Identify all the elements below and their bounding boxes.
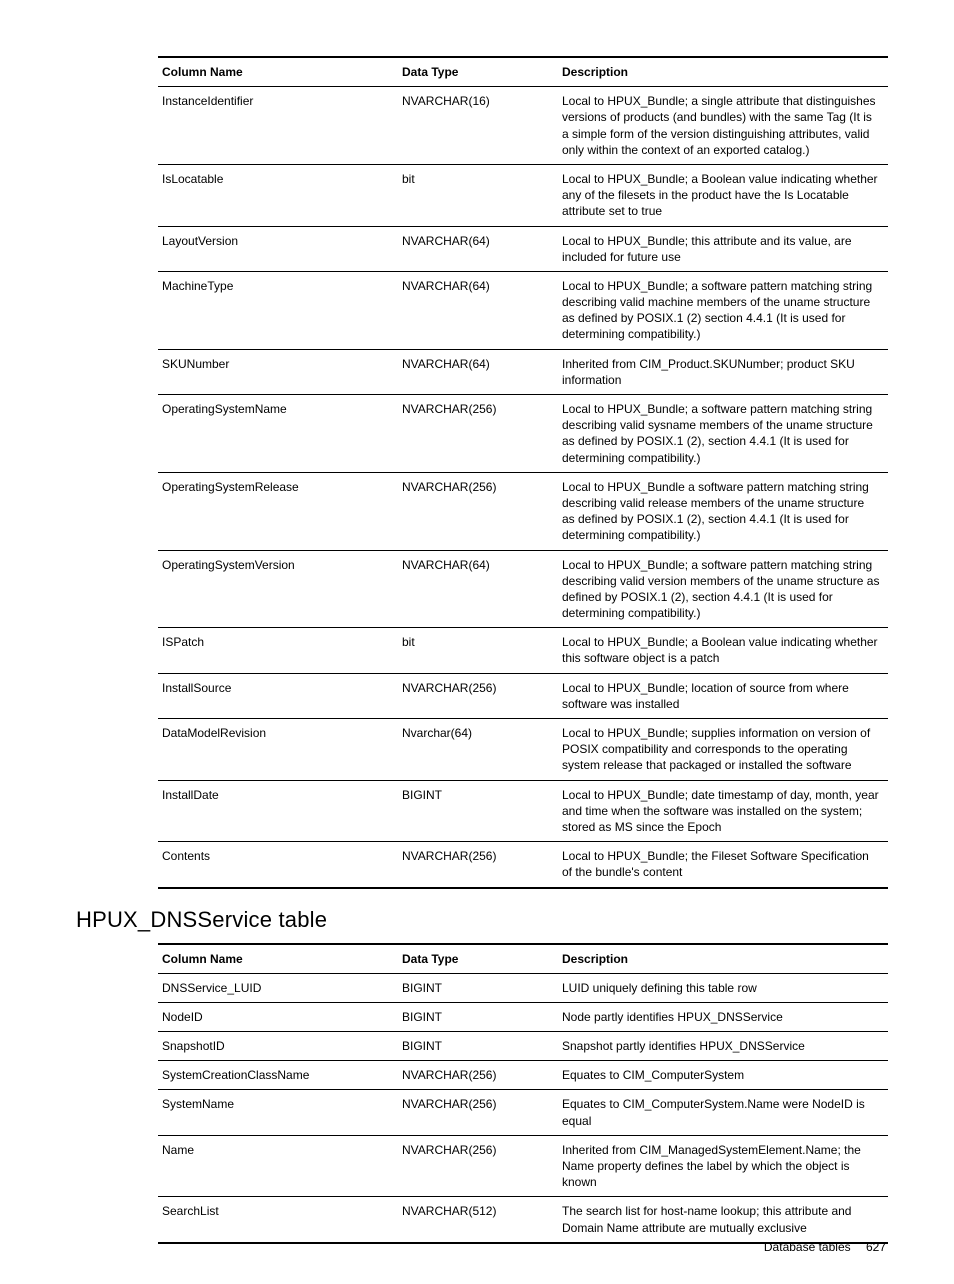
column-header: Column Name [158,944,398,974]
data-type-cell: BIGINT [398,1032,558,1061]
description-cell: Snapshot partly identifies HPUX_DNSServi… [558,1032,888,1061]
data-type-cell: NVARCHAR(16) [398,87,558,165]
table-row: IsLocatablebitLocal to HPUX_Bundle; a Bo… [158,164,888,226]
table-row: OperatingSystemNameNVARCHAR(256)Local to… [158,395,888,473]
table-row: DataModelRevisionNvarchar(64)Local to HP… [158,719,888,781]
data-type-cell: BIGINT [398,780,558,842]
table-row: ISPatchbitLocal to HPUX_Bundle; a Boolea… [158,628,888,673]
table-row: SearchListNVARCHAR(512)The search list f… [158,1197,888,1243]
data-type-cell: NVARCHAR(64) [398,550,558,628]
table-row: SystemCreationClassNameNVARCHAR(256)Equa… [158,1061,888,1090]
table-row: OperatingSystemReleaseNVARCHAR(256)Local… [158,472,888,550]
column-name-cell: MachineType [158,271,398,349]
column-name-cell: OperatingSystemName [158,395,398,473]
data-type-cell: BIGINT [398,1002,558,1031]
table-row: InstallDateBIGINTLocal to HPUX_Bundle; d… [158,780,888,842]
table-row: SnapshotIDBIGINTSnapshot partly identifi… [158,1032,888,1061]
footer-label: Database tables [764,1240,851,1254]
schema-table: Column NameData TypeDescriptionInstanceI… [158,56,888,889]
data-type-cell: NVARCHAR(256) [398,1061,558,1090]
description-cell: Local to HPUX_Bundle; supplies informati… [558,719,888,781]
description-cell: Local to HPUX_Bundle; a Boolean value in… [558,628,888,673]
data-type-cell: NVARCHAR(256) [398,395,558,473]
column-name-cell: IsLocatable [158,164,398,226]
description-cell: Node partly identifies HPUX_DNSService [558,1002,888,1031]
description-cell: Local to HPUX_Bundle; the Fileset Softwa… [558,842,888,888]
column-name-cell: LayoutVersion [158,226,398,271]
description-cell: Local to HPUX_Bundle; a single attribute… [558,87,888,165]
column-name-cell: DNSService_LUID [158,973,398,1002]
table-row: NodeIDBIGINTNode partly identifies HPUX_… [158,1002,888,1031]
column-header: Column Name [158,57,398,87]
description-cell: Inherited from CIM_Product.SKUNumber; pr… [558,349,888,394]
description-cell: Inherited from CIM_ManagedSystemElement.… [558,1135,888,1197]
description-cell: Local to HPUX_Bundle; a software pattern… [558,550,888,628]
description-cell: Local to HPUX_Bundle; a software pattern… [558,395,888,473]
data-type-cell: NVARCHAR(256) [398,472,558,550]
section-heading: HPUX_DNSService table [76,907,886,933]
table-row: LayoutVersionNVARCHAR(64)Local to HPUX_B… [158,226,888,271]
data-type-cell: bit [398,628,558,673]
table-header-row: Column NameData TypeDescription [158,944,888,974]
data-type-cell: NVARCHAR(64) [398,271,558,349]
data-type-cell: NVARCHAR(64) [398,349,558,394]
column-name-cell: InstallDate [158,780,398,842]
table-row: MachineTypeNVARCHAR(64)Local to HPUX_Bun… [158,271,888,349]
column-name-cell: InstanceIdentifier [158,87,398,165]
data-type-cell: NVARCHAR(512) [398,1197,558,1243]
column-header: Description [558,944,888,974]
table-row: ContentsNVARCHAR(256)Local to HPUX_Bundl… [158,842,888,888]
data-type-cell: NVARCHAR(256) [398,1090,558,1135]
data-type-cell: NVARCHAR(64) [398,226,558,271]
table-row: SystemNameNVARCHAR(256)Equates to CIM_Co… [158,1090,888,1135]
table-row: InstallSourceNVARCHAR(256)Local to HPUX_… [158,673,888,718]
table-row: InstanceIdentifierNVARCHAR(16)Local to H… [158,87,888,165]
column-name-cell: ISPatch [158,628,398,673]
data-type-cell: NVARCHAR(256) [398,673,558,718]
column-header: Description [558,57,888,87]
table-row: SKUNumberNVARCHAR(64)Inherited from CIM_… [158,349,888,394]
column-header: Data Type [398,944,558,974]
description-cell: LUID uniquely defining this table row [558,973,888,1002]
description-cell: Equates to CIM_ComputerSystem [558,1061,888,1090]
schema-table: Column NameData TypeDescriptionDNSServic… [158,943,888,1244]
description-cell: Local to HPUX_Bundle; a software pattern… [558,271,888,349]
table-row: OperatingSystemVersionNVARCHAR(64)Local … [158,550,888,628]
column-header: Data Type [398,57,558,87]
column-name-cell: InstallSource [158,673,398,718]
column-name-cell: SystemName [158,1090,398,1135]
table-row: DNSService_LUIDBIGINTLUID uniquely defin… [158,973,888,1002]
data-type-cell: NVARCHAR(256) [398,842,558,888]
description-cell: The search list for host-name lookup; th… [558,1197,888,1243]
column-name-cell: SnapshotID [158,1032,398,1061]
data-type-cell: NVARCHAR(256) [398,1135,558,1197]
column-name-cell: NodeID [158,1002,398,1031]
description-cell: Local to HPUX_Bundle; a Boolean value in… [558,164,888,226]
column-name-cell: OperatingSystemVersion [158,550,398,628]
description-cell: Local to HPUX_Bundle; date timestamp of … [558,780,888,842]
footer-page-number: 627 [866,1240,886,1254]
data-type-cell: Nvarchar(64) [398,719,558,781]
column-name-cell: SearchList [158,1197,398,1243]
page: Column NameData TypeDescriptionInstanceI… [0,0,954,1284]
description-cell: Local to HPUX_Bundle a software pattern … [558,472,888,550]
column-name-cell: Contents [158,842,398,888]
column-name-cell: Name [158,1135,398,1197]
description-cell: Local to HPUX_Bundle; this attribute and… [558,226,888,271]
page-footer: Database tables 627 [764,1240,886,1254]
description-cell: Equates to CIM_ComputerSystem.Name were … [558,1090,888,1135]
column-name-cell: SystemCreationClassName [158,1061,398,1090]
column-name-cell: OperatingSystemRelease [158,472,398,550]
table-row: NameNVARCHAR(256)Inherited from CIM_Mana… [158,1135,888,1197]
column-name-cell: DataModelRevision [158,719,398,781]
table-header-row: Column NameData TypeDescription [158,57,888,87]
data-type-cell: bit [398,164,558,226]
data-type-cell: BIGINT [398,973,558,1002]
description-cell: Local to HPUX_Bundle; location of source… [558,673,888,718]
column-name-cell: SKUNumber [158,349,398,394]
